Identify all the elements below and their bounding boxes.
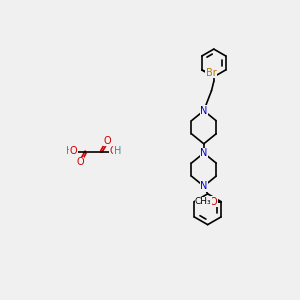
- Text: O: O: [209, 196, 217, 206]
- Text: Br: Br: [206, 68, 216, 78]
- Text: O: O: [104, 136, 111, 146]
- Text: O: O: [110, 146, 118, 157]
- Text: N: N: [200, 106, 208, 116]
- Text: CH₃: CH₃: [195, 197, 211, 206]
- Text: O: O: [76, 157, 84, 167]
- Text: H: H: [114, 146, 121, 157]
- Text: O: O: [70, 146, 77, 157]
- Text: H: H: [66, 146, 74, 157]
- Text: N: N: [200, 148, 208, 158]
- Text: CH₃: CH₃: [196, 197, 213, 206]
- Text: O: O: [207, 196, 215, 206]
- Text: N: N: [200, 181, 208, 191]
